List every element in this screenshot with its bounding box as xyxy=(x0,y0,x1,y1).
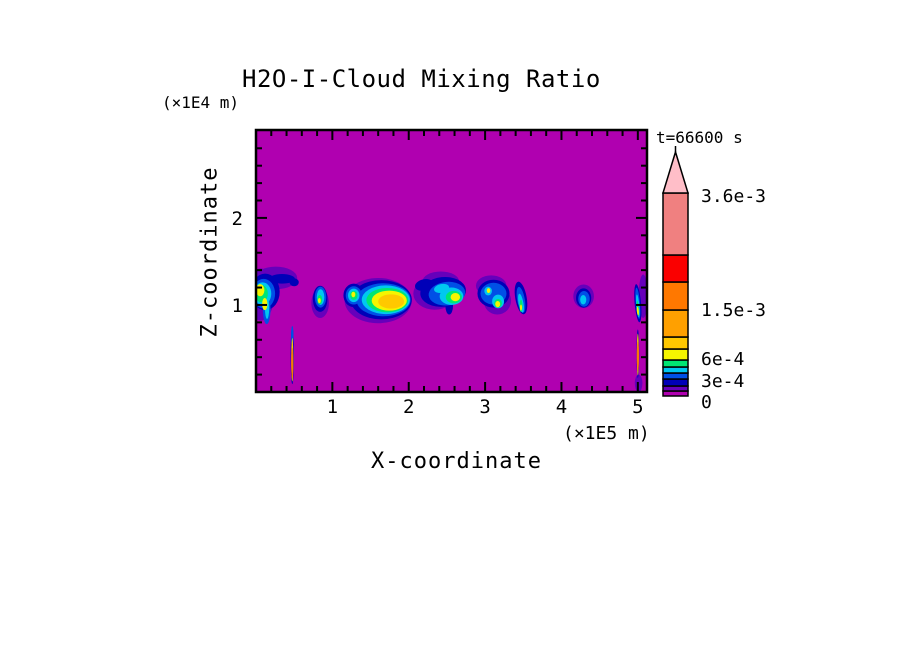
cloud-blob-fall-streak-left xyxy=(291,347,294,379)
colorbar-segment xyxy=(662,348,689,361)
x-tick-label: 4 xyxy=(556,396,567,418)
cloud-blob-fall-streak-right xyxy=(636,306,639,316)
colorbar-segment xyxy=(662,309,689,338)
cloud-blob-cloud-small-2 xyxy=(580,294,587,305)
x-tick-label: 1 xyxy=(327,396,338,418)
z-tick-label: 1 xyxy=(232,295,243,317)
colorbar-segment xyxy=(662,281,689,311)
colorbar-segment xyxy=(662,359,689,368)
colorbar-segment xyxy=(662,366,689,374)
cloud-blob-cloud-center-right xyxy=(434,283,450,293)
colorbar-tick-label: 3.6e-3 xyxy=(701,186,766,207)
colorbar-tick-label: 3e-4 xyxy=(701,371,744,392)
cloud-blob-cloud-left-edge xyxy=(268,274,295,284)
cloud-field-group xyxy=(256,266,647,392)
x-axis-units-label: (×1E5 m) xyxy=(563,423,650,444)
cloud-blob-cloud-large-center xyxy=(351,291,356,298)
x-tick-label: 5 xyxy=(632,396,643,418)
x-tick-label: 2 xyxy=(403,396,414,418)
z-tick-label: 2 xyxy=(232,208,243,230)
cloud-blob-fall-streak-left xyxy=(291,325,294,347)
cloud-blob-cloud-right-pair xyxy=(495,300,501,308)
colorbar-tick-label: 6e-4 xyxy=(701,349,744,370)
y-axis-units-label: (×1E4 m) xyxy=(162,93,240,112)
cloud-blob-cloud-right-pair xyxy=(519,304,522,311)
plot-background-field xyxy=(256,130,647,392)
time-label: t=66600 s xyxy=(656,128,743,147)
cloud-blob-fall-streak-right xyxy=(636,341,639,372)
chart-title: H2O-I-Cloud Mixing Ratio xyxy=(242,65,601,93)
plot-frame xyxy=(254,128,649,394)
colorbar-segment xyxy=(662,372,689,380)
x-axis-title: X-coordinate xyxy=(371,449,542,474)
cloud-blob-cloud-left-edge xyxy=(256,284,265,297)
cloud-blob-cloud-center-right xyxy=(450,293,461,302)
colorbar-tick-label: 0 xyxy=(701,392,712,413)
colorbar-arrow-cap xyxy=(661,149,690,194)
cloud-blob-cloud-small-1 xyxy=(318,298,321,304)
cloud-blob-cloud-left-edge xyxy=(289,278,299,287)
colorbar-segment xyxy=(662,254,689,283)
colorbar-segment xyxy=(662,378,689,387)
cloud-blob-cloud-large-center xyxy=(378,294,405,309)
x-tick-label: 3 xyxy=(479,396,490,418)
colorbar-segment xyxy=(662,192,689,256)
colorbar-tick-label: 1.5e-3 xyxy=(701,300,766,321)
cloud-blob-cloud-right-pair xyxy=(486,288,491,294)
colorbar-segment xyxy=(662,336,689,350)
cloud-blob-cloud-center-right xyxy=(415,279,434,291)
